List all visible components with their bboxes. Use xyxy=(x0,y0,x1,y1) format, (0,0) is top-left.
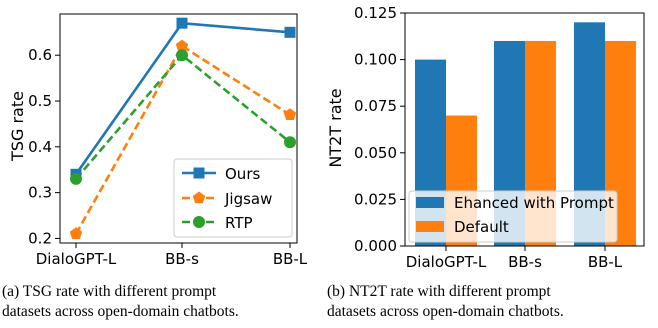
y-tick-label: 0.6 xyxy=(28,46,52,64)
legend: Ehanced with Prompt Default xyxy=(408,190,618,243)
y-axis-ticks: 0.2 0.3 0.4 0.5 0.6 xyxy=(28,46,60,247)
y-tick-label: 0.4 xyxy=(28,138,52,156)
legend-swatch-enhanced xyxy=(416,197,444,208)
y-tick-label: 0.3 xyxy=(28,184,52,202)
legend-label-rtp: RTP xyxy=(225,214,253,232)
legend-marker-rtp xyxy=(193,216,205,228)
y-tick-label: 0.100 xyxy=(354,51,397,69)
y-tick-label: 0.2 xyxy=(28,229,52,247)
legend-swatch-default xyxy=(416,221,444,232)
y-tick-label: 0.5 xyxy=(28,92,52,110)
point-rtp-dialogpt-l xyxy=(70,172,82,185)
point-rtp-bb-l xyxy=(284,136,296,149)
caption-a-line2: datasets across open-domain chatbots. xyxy=(2,303,239,320)
point-jigsaw-dialogpt-l xyxy=(69,227,83,240)
caption-a-line1: (a) TSG rate with different prompt xyxy=(2,283,217,300)
x-tick-label-bb-l: BB-L xyxy=(588,253,623,271)
caption-b-line1: (b) NT2T rate with different prompt xyxy=(327,283,551,300)
plot-frame xyxy=(59,13,298,244)
legend-marker-ours xyxy=(193,167,205,179)
legend-label-default: Default xyxy=(454,218,509,236)
point-jigsaw-bb-l xyxy=(283,108,297,120)
series-markers xyxy=(69,17,297,240)
y-axis-ticks: 0.000 0.025 0.050 0.075 0.100 0.125 xyxy=(354,4,405,255)
x-axis-ticks: DialoGPT-L BB-s BB-L xyxy=(406,246,623,271)
x-tick-label-bb-s: BB-s xyxy=(165,250,199,268)
plot-frame xyxy=(404,12,645,247)
legend-label-jigsaw: Jigsaw xyxy=(224,190,272,208)
y-tick-label: 0.000 xyxy=(354,237,397,255)
x-axis-ticks: DialoGPT-L BB-s BB-L xyxy=(36,243,308,268)
legend-marker-jigsaw xyxy=(192,191,206,204)
y-tick-label: 0.025 xyxy=(354,190,397,208)
caption-a: (a) TSG rate with different prompt datas… xyxy=(2,282,306,322)
point-ours-bb-s xyxy=(176,17,188,29)
legend-box xyxy=(408,190,618,243)
y-tick-label: 0.050 xyxy=(354,144,397,162)
caption-b-line2: datasets across open-domain chatbots. xyxy=(327,303,564,320)
series-line-jigsaw xyxy=(74,44,291,235)
x-tick-label-bb-s: BB-s xyxy=(508,253,542,271)
point-jigsaw-bb-s xyxy=(175,39,189,52)
nt2t-rate-bar-chart: NT2T rate 0.000 0.025 0.050 0.075 0.100 0.125… xyxy=(326,4,645,271)
y-axis-label: NT2T rate xyxy=(326,88,345,167)
point-rtp-bb-s xyxy=(176,49,188,62)
y-tick-label: 0.125 xyxy=(354,4,397,22)
y-tick-label: 0.075 xyxy=(354,97,397,115)
x-tick-label-dialogpt-l: DialoGPT-L xyxy=(36,250,117,268)
tsg-rate-line-chart: TSG rate 0.2 0.3 0.4 0.5 0.6 DialoGPT-L BB-s B… xyxy=(8,13,308,268)
y-axis-label: TSG rate xyxy=(8,91,27,162)
x-tick-label-dialogpt-l: DialoGPT-L xyxy=(406,253,487,271)
point-ours-bb-l xyxy=(284,26,296,38)
figure-canvas: TSG rate 0.2 0.3 0.4 0.5 0.6 DialoGPT-L BB-s B… xyxy=(8,4,645,271)
legend-label-enhanced: Ehanced with Prompt xyxy=(454,194,614,212)
x-tick-label-bb-l: BB-L xyxy=(273,250,308,268)
caption-b: (b) NT2T rate with different prompt data… xyxy=(327,282,652,322)
legend: Ours Jigsaw RTP xyxy=(173,158,293,238)
legend-label-ours: Ours xyxy=(225,165,260,183)
legend-markers xyxy=(192,167,206,228)
